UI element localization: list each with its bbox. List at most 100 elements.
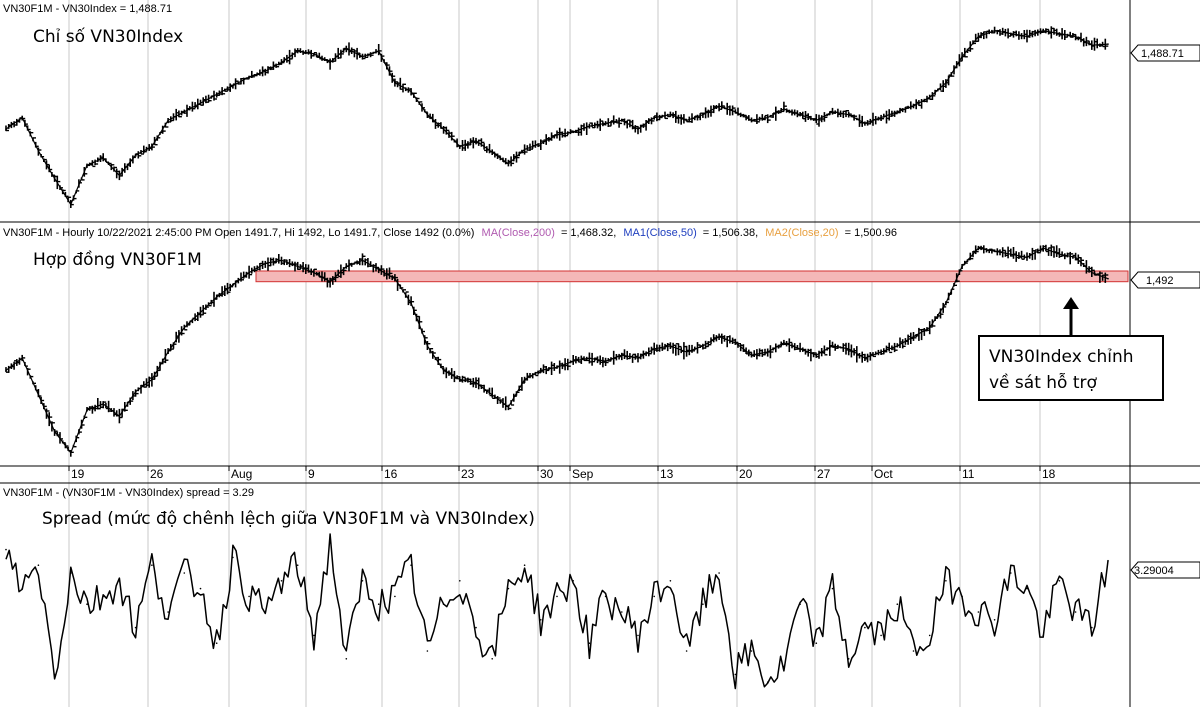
data-point [734, 111, 737, 113]
data-point [151, 564, 153, 566]
data-point [280, 61, 283, 64]
data-point [1042, 247, 1044, 249]
data-point [1074, 256, 1077, 259]
data-point [442, 369, 445, 372]
data-point [329, 280, 331, 283]
data-point [1026, 35, 1028, 38]
x-tick-label: 16 [384, 467, 398, 481]
data-point [151, 145, 153, 148]
data-point [540, 369, 542, 372]
data-point [588, 642, 591, 644]
data-point [928, 326, 931, 329]
data-point [653, 595, 655, 598]
data-point [1026, 256, 1028, 259]
data-point [977, 35, 980, 38]
spread-panel-header: VN30F1M - (VN30F1M - VN30Index) spread =… [3, 487, 254, 499]
data-point [1091, 626, 1093, 629]
index-series [5, 26, 1109, 208]
data-point [896, 345, 899, 347]
data-point [961, 55, 963, 58]
index-panel: VN30F1M - VN30Index = 1,488.71 Chỉ số VN… [3, 3, 1200, 208]
data-point [750, 119, 753, 122]
spread-series [5, 533, 1109, 690]
spread-last-value-tag: 3.29004 [1130, 561, 1200, 579]
data-point [669, 345, 672, 347]
data-point [880, 351, 882, 353]
data-point [977, 611, 980, 613]
data-point [945, 82, 947, 84]
index-panel-header: VN30F1M - VN30Index = 1,488.71 [3, 3, 172, 15]
data-point [815, 119, 818, 122]
data-point [264, 262, 267, 265]
data-point [556, 366, 558, 369]
data-point [183, 111, 186, 113]
x-tick-label: 19 [71, 467, 85, 481]
data-point [232, 84, 234, 87]
data-point [280, 259, 283, 262]
x-tick-label: 9 [308, 467, 315, 481]
data-point [523, 148, 526, 151]
data-point [880, 634, 882, 637]
data-point [296, 265, 299, 268]
x-tick-label: 13 [660, 467, 674, 481]
data-point [1107, 277, 1109, 280]
data-point [1010, 253, 1012, 255]
data-point [118, 415, 121, 418]
data-point [86, 409, 88, 411]
x-tick-label: 23 [461, 467, 475, 481]
data-point [475, 139, 477, 142]
data-point [118, 174, 121, 177]
data-point [1091, 271, 1093, 274]
data-point [313, 271, 315, 274]
data-point [361, 259, 364, 262]
data-point [637, 357, 639, 359]
data-point [718, 335, 720, 338]
data-point [896, 111, 899, 113]
annotation-arrow [1063, 297, 1079, 336]
data-point [1058, 32, 1061, 35]
data-point [5, 548, 7, 551]
data-point [70, 452, 72, 454]
data-point [637, 128, 639, 130]
data-point [766, 681, 769, 683]
data-point [426, 345, 429, 347]
data-point [588, 357, 591, 359]
data-point [491, 394, 494, 396]
data-point [604, 122, 607, 125]
annotation-callout: VN30Index chỉnh về sát hỗ trợ [978, 335, 1164, 401]
data-point [264, 70, 267, 72]
svg-text:1,492: 1,492 [1146, 275, 1174, 287]
data-point [734, 342, 737, 344]
data-point [199, 311, 202, 314]
data-point [993, 250, 996, 252]
data-point [993, 619, 996, 621]
data-point [377, 603, 380, 605]
data-point [215, 93, 218, 96]
x-tick-label: Aug [231, 467, 252, 481]
svg-text:3.29004: 3.29004 [1134, 565, 1174, 577]
data-point [410, 564, 412, 566]
data-point [718, 105, 720, 107]
data-point [491, 151, 494, 154]
data-point [864, 122, 866, 125]
data-point [912, 650, 915, 652]
data-point [945, 302, 947, 304]
data-point [134, 390, 137, 393]
data-point [313, 53, 315, 55]
data-point [475, 381, 477, 384]
data-point [329, 61, 331, 64]
data-point [669, 113, 672, 116]
data-point [134, 154, 137, 156]
svg-text:1,488.71: 1,488.71 [1141, 48, 1184, 60]
data-point [750, 650, 753, 652]
x-tick-label: 20 [739, 467, 753, 481]
data-point [459, 378, 461, 381]
data-point [21, 357, 24, 359]
futures-last-value-tag: 1,492 [1130, 271, 1200, 289]
data-point [475, 626, 477, 629]
data-point [847, 348, 850, 350]
data-point [5, 369, 7, 372]
data-point [21, 116, 24, 119]
